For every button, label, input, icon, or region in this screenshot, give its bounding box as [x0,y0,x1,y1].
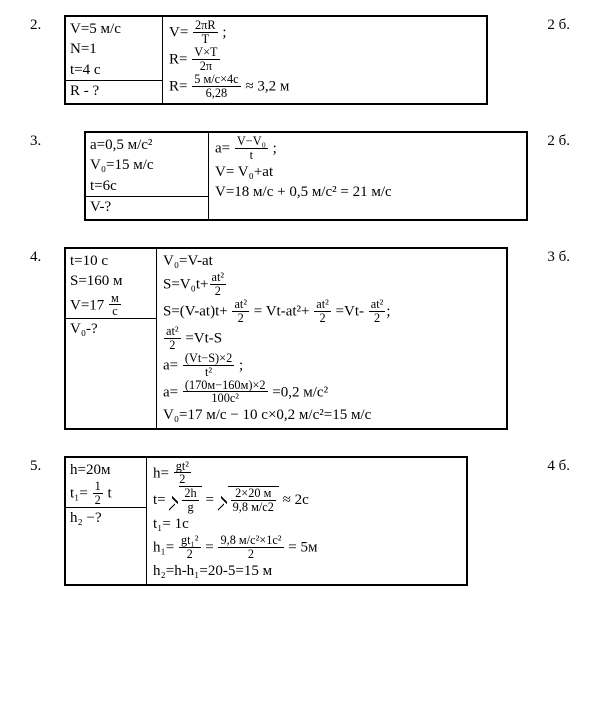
points-label: 3 б. [508,247,570,266]
problem: 4.t=10 сS=160 мV=17 мсV₀-?V₀=V-atS=V₀t+a… [30,247,570,430]
problem: 5.h=20мt₁= 12 th₂ −?h= gt²2t= 2hg = 2×20… [30,456,570,586]
solution-line: a= (Vt−S)×2t² ; [163,352,391,379]
solution-line: V₀=17 м/с − 10 с×0,2 м/с²=15 м/с [163,405,391,425]
given-line: t=6с [90,176,202,196]
problem-number: 3. [30,131,64,150]
solution-line: R= V×T2π [169,46,289,73]
given-line: t₁= 12 t [70,480,140,507]
problem-box: h=20мt₁= 12 th₂ −?h= gt²2t= 2hg = 2×20 м… [64,456,468,586]
solution-line: t₁= 1с [153,514,317,534]
solution-line: S=(V-at)t+ at²2 = Vt-at²+ at²2 =Vt- at²2… [163,298,391,325]
given-line: h=20м [70,460,140,480]
solution-line: h₂=h-h₁=20-5=15 м [153,561,317,581]
solution-line: a= V−V₀t ; [215,135,392,162]
solution-line: a= (170м−160м)×2100с² =0,2 м/с² [163,379,391,406]
given-line: S=160 м [70,271,150,291]
solution-column: h= gt²2t= 2hg = 2×20 м9,8 м/с2 ≈ 2сt₁= 1… [147,458,323,584]
given-line: V=17 мс [70,292,150,319]
solution-line: at²2 =Vt-S [163,325,391,352]
solution-column: V₀=V-atS=V₀t+at²2S=(V-at)t+ at²2 = Vt-at… [157,249,397,428]
given-column: V=5 м/сN=1t=4 сR - ? [66,17,163,103]
given-line: V=5 м/с [70,19,156,39]
solution-line: V= V₀+at [215,162,392,182]
solution-line: h₁= gt₁²2 = 9,8 м/с²×1с²2 = 5м [153,534,317,561]
problem-number: 4. [30,247,64,266]
problem-number: 2. [30,15,64,34]
solution-line: S=V₀t+at²2 [163,271,391,298]
solution-column: a= V−V₀t ;V= V₀+atV=18 м/с + 0,5 м/с² = … [209,133,398,219]
problem: 3.a=0,5 м/с²V₀=15 м/сt=6сV-?a= V−V₀t ;V=… [30,131,570,221]
given-column: a=0,5 м/с²V₀=15 м/сt=6сV-? [86,133,209,219]
solution-column: V= 2πRT ;R= V×T2πR= 5 м/с×4с6,28 ≈ 3,2 м [163,17,295,103]
points-label: 2 б. [488,15,570,34]
given-line: V₀=15 м/с [90,155,202,175]
given-column: h=20мt₁= 12 th₂ −? [66,458,147,584]
solution-line: h= gt²2 [153,460,317,487]
solution-line: V= 2πRT ; [169,19,289,46]
find-line: V-? [90,197,202,217]
solution-line: V₀=V-at [163,251,391,271]
find-line: V₀-? [70,319,150,339]
solution-line: R= 5 м/с×4с6,28 ≈ 3,2 м [169,73,289,100]
problem-box: V=5 м/сN=1t=4 сR - ?V= 2πRT ;R= V×T2πR= … [64,15,488,105]
find-line: R - ? [70,81,156,101]
given-line: t=4 с [70,60,156,80]
problem-box: a=0,5 м/с²V₀=15 м/сt=6сV-?a= V−V₀t ;V= V… [84,131,528,221]
points-label: 2 б. [528,131,570,150]
find-line: h₂ −? [70,508,140,528]
given-line: N=1 [70,39,156,59]
given-line: t=10 с [70,251,150,271]
given-line: a=0,5 м/с² [90,135,202,155]
solution-line: t= 2hg = 2×20 м9,8 м/с2 ≈ 2с [153,486,317,514]
problem-number: 5. [30,456,64,475]
problem-box: t=10 сS=160 мV=17 мсV₀-?V₀=V-atS=V₀t+at²… [64,247,508,430]
given-column: t=10 сS=160 мV=17 мсV₀-? [66,249,157,428]
points-label: 4 б. [468,456,570,475]
problem: 2.V=5 м/сN=1t=4 сR - ?V= 2πRT ;R= V×T2πR… [30,15,570,105]
solution-line: V=18 м/с + 0,5 м/с² = 21 м/с [215,182,392,202]
